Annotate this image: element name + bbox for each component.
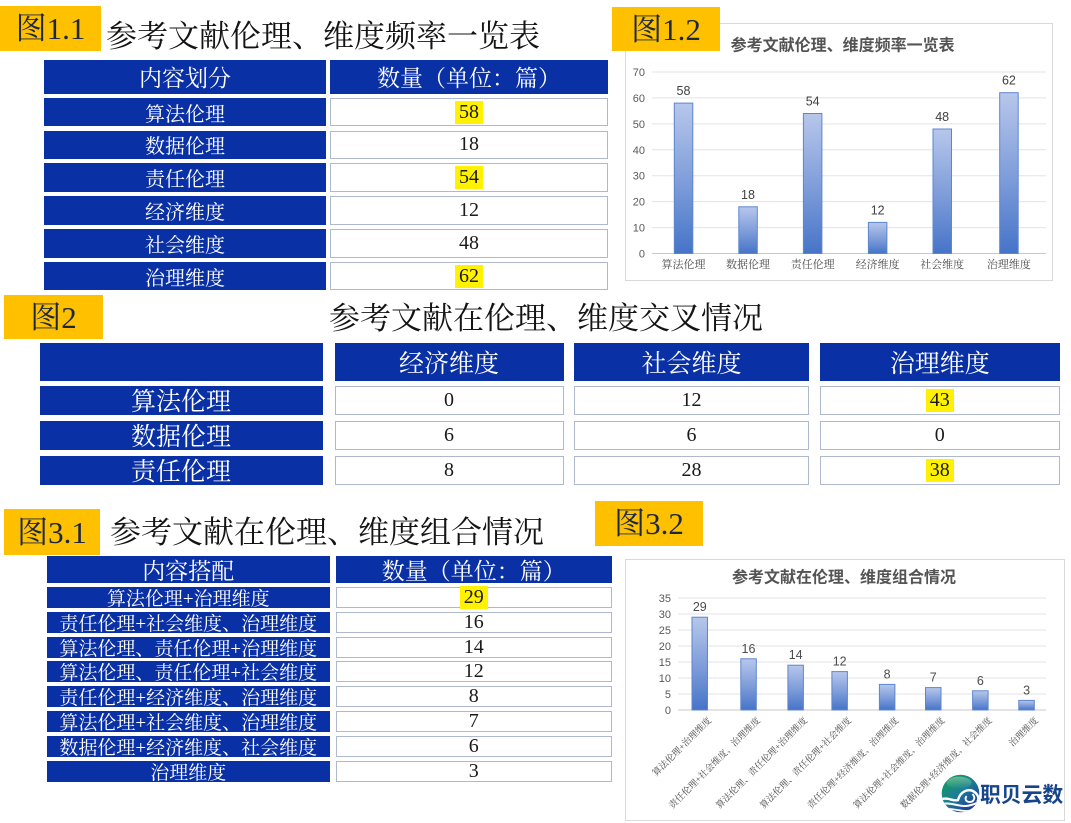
svg-text:16: 16 bbox=[742, 642, 756, 656]
svg-text:50: 50 bbox=[633, 119, 645, 131]
svg-text:参考文献伦理、维度频率一览表: 参考文献伦理、维度频率一览表 bbox=[731, 36, 955, 55]
svg-text:10: 10 bbox=[633, 223, 645, 235]
svg-text:治理维度: 治理维度 bbox=[987, 257, 1031, 271]
svg-text:参考文献在伦理、维度组合情况: 参考文献在伦理、维度组合情况 bbox=[732, 568, 956, 587]
svg-text:算法伦理: 算法伦理 bbox=[662, 257, 706, 271]
svg-text:责任伦理+经济维度、治理维度: 责任伦理+经济维度、治理维度 bbox=[805, 715, 901, 811]
svg-text:25: 25 bbox=[659, 625, 671, 637]
svg-text:48: 48 bbox=[935, 110, 949, 124]
svg-text:15: 15 bbox=[659, 657, 671, 669]
svg-text:3: 3 bbox=[1023, 683, 1030, 697]
svg-text:70: 70 bbox=[633, 67, 645, 79]
svg-text:62: 62 bbox=[1002, 74, 1016, 88]
svg-text:治理维度: 治理维度 bbox=[1006, 715, 1040, 749]
svg-text:20: 20 bbox=[659, 641, 671, 653]
svg-text:10: 10 bbox=[659, 673, 671, 685]
svg-text:12: 12 bbox=[871, 203, 885, 217]
svg-text:5: 5 bbox=[665, 689, 671, 701]
svg-text:58: 58 bbox=[677, 84, 691, 98]
svg-text:责任伦理+社会维度、治理维度: 责任伦理+社会维度、治理维度 bbox=[666, 715, 762, 811]
svg-text:40: 40 bbox=[633, 145, 645, 157]
svg-text:算法伦理、责任伦理+治理维度: 算法伦理、责任伦理+治理维度 bbox=[713, 715, 809, 811]
svg-text:18: 18 bbox=[741, 188, 755, 202]
svg-text:0: 0 bbox=[639, 249, 645, 261]
svg-text:35: 35 bbox=[659, 593, 671, 605]
svg-text:0: 0 bbox=[665, 705, 671, 717]
svg-text:30: 30 bbox=[659, 609, 671, 621]
svg-text:7: 7 bbox=[930, 671, 937, 685]
svg-text:8: 8 bbox=[884, 667, 891, 681]
svg-text:算法伦理+社会维度、治理维度: 算法伦理+社会维度、治理维度 bbox=[851, 715, 947, 811]
svg-text:经济维度: 经济维度 bbox=[856, 257, 900, 271]
svg-text:职贝云数: 职贝云数 bbox=[980, 784, 1063, 807]
svg-text:12: 12 bbox=[833, 655, 847, 669]
svg-text:6: 6 bbox=[977, 674, 984, 688]
svg-text:算法伦理、责任伦理+社会维度: 算法伦理、责任伦理+社会维度 bbox=[757, 715, 853, 811]
svg-text:54: 54 bbox=[806, 95, 820, 109]
svg-text:60: 60 bbox=[633, 93, 645, 105]
svg-text:责任伦理: 责任伦理 bbox=[791, 257, 835, 271]
svg-text:14: 14 bbox=[789, 648, 803, 662]
svg-text:20: 20 bbox=[633, 197, 645, 209]
svg-text:29: 29 bbox=[693, 600, 707, 614]
svg-text:30: 30 bbox=[633, 171, 645, 183]
svg-text:社会维度: 社会维度 bbox=[920, 257, 964, 271]
svg-text:数据伦理: 数据伦理 bbox=[726, 257, 770, 271]
